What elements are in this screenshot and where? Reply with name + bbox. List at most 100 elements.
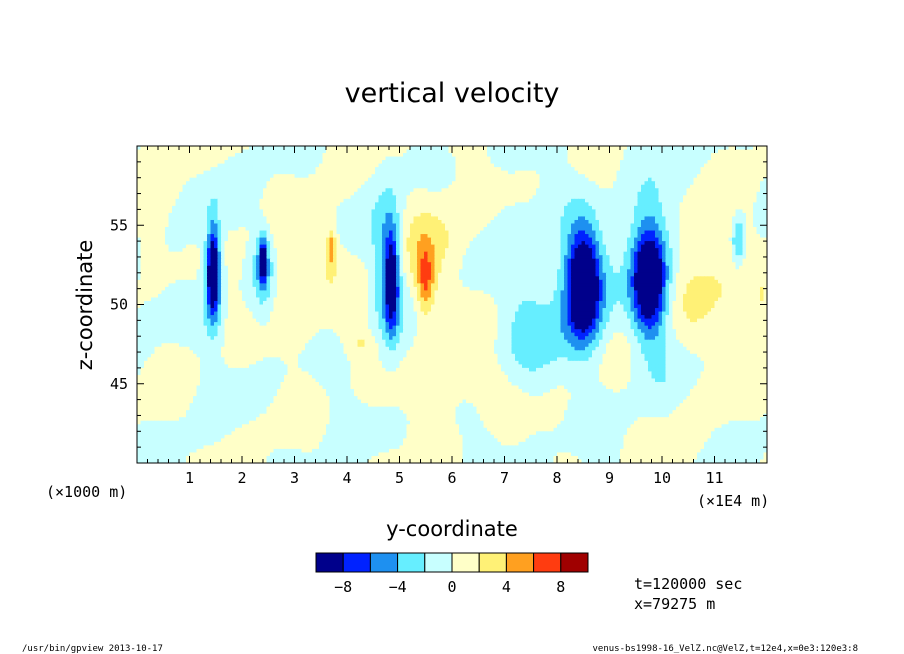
- field-cell: [585, 188, 590, 193]
- field-cell: [732, 149, 737, 154]
- field-cell: [273, 184, 278, 189]
- field-cell: [560, 216, 565, 221]
- field-cell: [497, 212, 502, 218]
- field-cell: [326, 212, 331, 218]
- field-cell: [718, 170, 723, 175]
- field-cell: [235, 167, 240, 172]
- field-cell: [637, 156, 642, 161]
- field-cell: [578, 170, 583, 175]
- field-cell: [490, 209, 495, 214]
- field-cell: [602, 163, 607, 168]
- field-cell: [588, 223, 593, 228]
- field-cell: [644, 219, 649, 225]
- field-cell: [644, 174, 649, 179]
- field-cell: [256, 170, 261, 175]
- field-cell: [392, 146, 397, 151]
- field-cell: [340, 181, 345, 186]
- field-cell: [382, 149, 387, 154]
- field-cell: [711, 167, 716, 172]
- field-cell: [186, 202, 191, 207]
- field-cell: [494, 237, 499, 242]
- field-cell: [704, 167, 709, 172]
- field-cell: [504, 202, 509, 207]
- field-cell: [137, 195, 142, 200]
- field-cell: [235, 170, 240, 175]
- field-cell: [553, 198, 558, 203]
- field-cell: [725, 216, 730, 221]
- field-cell: [424, 167, 429, 172]
- field-cell: [543, 167, 548, 172]
- field-cell: [644, 146, 649, 151]
- field-cell: [466, 153, 471, 158]
- field-cell: [193, 146, 198, 151]
- field-cell: [539, 241, 544, 246]
- field-cell: [452, 181, 457, 186]
- field-cell: [186, 237, 191, 242]
- field-cell: [469, 191, 474, 196]
- field-cell: [154, 212, 159, 218]
- field-cell: [508, 181, 513, 186]
- field-cell: [371, 174, 376, 179]
- field-cell: [592, 156, 597, 161]
- field-cell: [252, 195, 257, 200]
- field-cell: [490, 160, 495, 165]
- field-cell: [364, 237, 369, 242]
- field-cell: [655, 156, 660, 161]
- field-cell: [686, 209, 691, 214]
- field-cell: [581, 177, 586, 182]
- field-cell: [259, 167, 264, 172]
- field-cell: [424, 219, 429, 225]
- field-cell: [301, 177, 306, 182]
- field-cell: [179, 191, 184, 196]
- field-cell: [259, 198, 264, 203]
- field-cell: [504, 188, 509, 193]
- field-cell: [592, 184, 597, 189]
- field-cell: [620, 146, 625, 151]
- field-cell: [347, 177, 352, 182]
- field-cell: [739, 177, 744, 182]
- field-cell: [543, 188, 548, 193]
- field-cell: [280, 156, 285, 161]
- field-cell: [564, 195, 569, 200]
- field-cell: [217, 163, 222, 168]
- field-cell: [732, 181, 737, 186]
- field-cell: [438, 234, 443, 239]
- field-cell: [546, 205, 551, 210]
- field-cell: [214, 146, 219, 151]
- field-cell: [336, 153, 341, 158]
- field-cell: [763, 167, 767, 172]
- field-cell: [301, 219, 306, 225]
- field-cell: [553, 167, 558, 172]
- field-cell: [140, 149, 145, 154]
- field-cell: [630, 227, 635, 232]
- field-cell: [382, 146, 387, 151]
- field-cell: [144, 156, 149, 161]
- field-cell: [144, 216, 149, 221]
- field-cell: [476, 205, 481, 210]
- field-cell: [620, 181, 625, 186]
- field-cell: [686, 167, 691, 172]
- field-cell: [147, 188, 152, 193]
- field-cell: [746, 156, 751, 161]
- field-cell: [753, 191, 758, 196]
- field-cell: [665, 230, 670, 235]
- field-cell: [249, 170, 254, 175]
- field-cell: [413, 181, 418, 186]
- field-cell: [585, 195, 590, 200]
- field-cell: [427, 209, 432, 214]
- field-cell: [319, 184, 324, 189]
- field-cell: [756, 219, 761, 225]
- field-cell: [466, 177, 471, 182]
- field-cell: [553, 177, 558, 182]
- field-cell: [266, 188, 271, 193]
- field-cell: [707, 163, 712, 168]
- field-cell: [410, 153, 415, 158]
- field-cell: [746, 230, 751, 235]
- field-cell: [284, 230, 289, 235]
- field-cell: [522, 191, 527, 196]
- field-cell: [581, 209, 586, 214]
- field-cell: [473, 212, 478, 218]
- field-cell: [609, 227, 614, 232]
- field-cell: [564, 174, 569, 179]
- field-cell: [287, 146, 292, 151]
